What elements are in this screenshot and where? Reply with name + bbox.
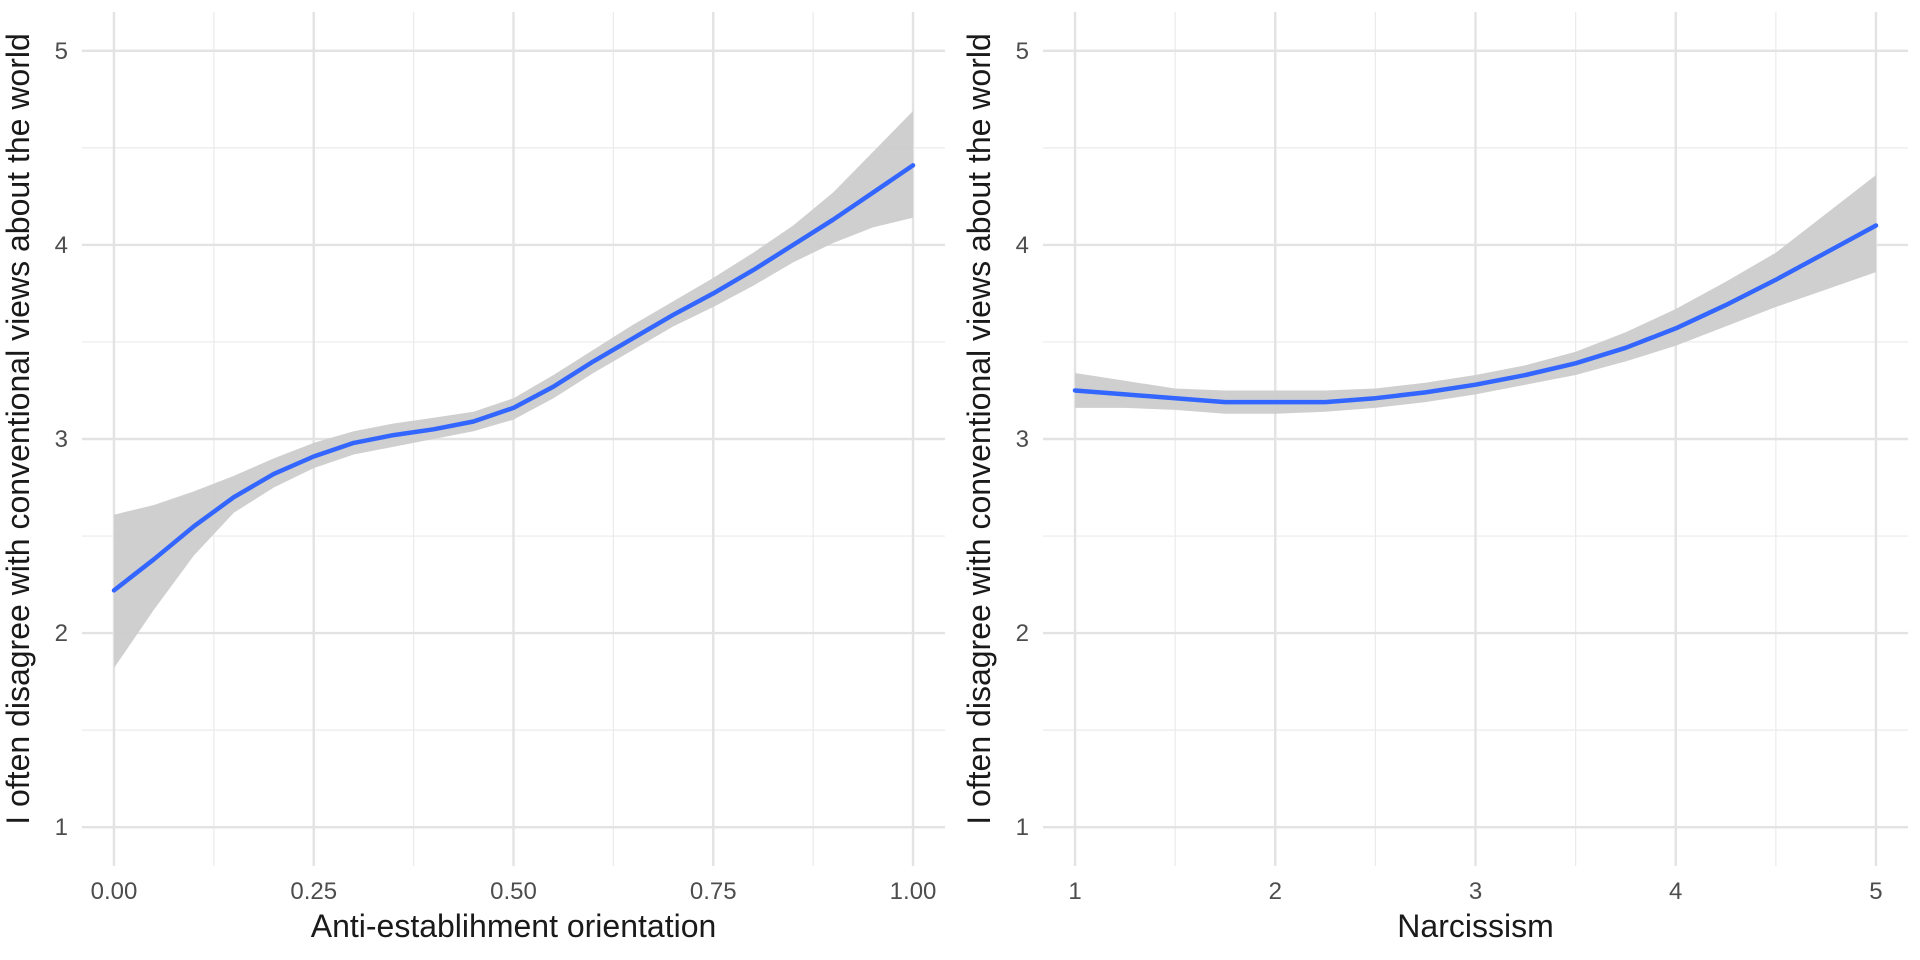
p1-x-tick-label: 4 [1669,878,1682,905]
p1-y-tick-label: 3 [1016,426,1029,453]
panel-narcissism: 1 2 3 4 5 1 2 3 4 5 Narcissism I often disagree wit… [961,12,1908,944]
p1-x-axis-title: Narcissism [1397,908,1553,944]
p0-gridlines [82,12,945,866]
p0-x-tick-label: 0.25 [290,878,337,905]
p0-y-tick-label: 4 [55,232,68,259]
p1-y-tick-label: 4 [1016,232,1029,259]
p0-y-tick-label: 5 [55,38,68,65]
p1-y-tick-label: 2 [1016,620,1029,647]
p0-x-axis-title: Anti-establihment orientation [311,908,717,944]
p0-smooth-line [111,163,916,593]
p1-y-axis-title: I often disagree with conventional views… [961,33,997,825]
p1-smooth-line [1072,223,1879,405]
p1-y-tick-label: 1 [1016,814,1029,841]
p1-gridlines [1043,12,1908,866]
p1-x-tick-label: 3 [1469,878,1482,905]
p0-y-axis-title: I often disagree with conventional views… [0,33,36,825]
p0-y-tick-label: 1 [55,814,68,841]
p0-x-tick-label: 0.50 [490,878,537,905]
p0-x-tick-label: 0.75 [690,878,737,905]
p0-y-tick-label: 3 [55,426,68,453]
p1-y-tick-label: 5 [1016,38,1029,65]
p1-x-tick-label: 2 [1269,878,1282,905]
p1-x-tick-label: 5 [1869,878,1882,905]
p0-y-tick-label: 2 [55,620,68,647]
panel-anti-establishment: 0.00 0.25 0.50 0.75 1.00 1 2 3 4 5 Anti-establihme… [0,12,945,944]
p0-x-tick-label: 0.00 [91,878,138,905]
p1-confidence-band [1075,175,1876,414]
p0-x-tick-label: 1.00 [890,878,937,905]
p1-x-tick-label: 1 [1068,878,1081,905]
